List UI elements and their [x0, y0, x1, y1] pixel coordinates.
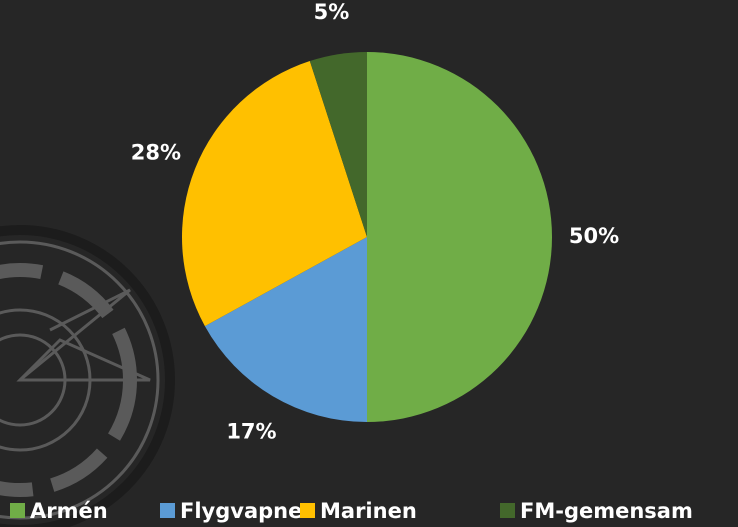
legend-label: Marinen: [320, 499, 417, 523]
legend-swatch: [500, 503, 515, 518]
legend-swatch: [160, 503, 175, 518]
data-label: 50%: [569, 224, 619, 248]
legend-swatch: [10, 503, 25, 518]
pie-slice: [367, 52, 552, 422]
data-label: 28%: [131, 140, 181, 164]
pie-slice: [204, 237, 367, 422]
data-label: 5%: [314, 0, 350, 24]
data-label: 17%: [226, 419, 276, 443]
pie-slice: [309, 52, 367, 237]
legend-label: Flygvapnet: [180, 499, 312, 523]
legend-label: FM-gemensam: [520, 499, 693, 523]
legend-label: Armén: [30, 499, 108, 523]
pie-slice: [182, 61, 367, 327]
legend-swatch: [300, 503, 315, 518]
